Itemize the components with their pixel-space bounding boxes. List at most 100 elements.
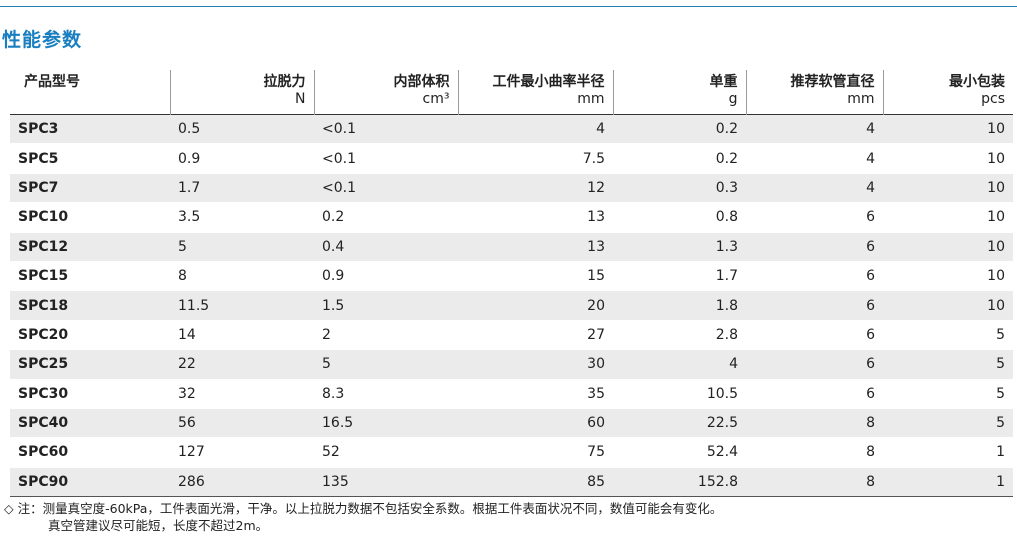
cell-hose-diameter: 6 bbox=[746, 349, 883, 380]
cell-min-package: 10 bbox=[883, 114, 1013, 145]
table-row: SPC10 3.5 0.2 13 0.8 6 10 bbox=[10, 202, 1013, 233]
header-hose-diameter: 推荐软管直径 mm bbox=[745, 70, 883, 115]
table-row: SPC60 127 52 75 52.4 8 1 bbox=[10, 437, 1013, 468]
cell-pull-force: 56 bbox=[170, 408, 314, 439]
cell-unit-weight: 4 bbox=[613, 349, 746, 380]
top-rule bbox=[0, 6, 1017, 7]
footnote-line-2: 真空管建议尽可能短，长度不超过2m。 bbox=[48, 518, 269, 533]
cell-model: SPC20 bbox=[10, 320, 170, 351]
cell-min-curvature-radius: 12 bbox=[458, 173, 613, 204]
table-row: SPC90 286 135 85 152.8 8 1 bbox=[10, 467, 1013, 498]
cell-internal-volume: 0.4 bbox=[314, 232, 458, 262]
table-row: SPC30 32 8.3 35 10.5 6 5 bbox=[10, 379, 1013, 409]
cell-hose-diameter: 8 bbox=[746, 467, 883, 498]
cell-min-package: 5 bbox=[883, 349, 1013, 380]
cell-internal-volume: <0.1 bbox=[314, 173, 458, 204]
cell-unit-weight: 1.8 bbox=[613, 290, 746, 321]
cell-internal-volume: 52 bbox=[314, 437, 458, 468]
cell-model: SPC3 bbox=[10, 114, 170, 145]
cell-min-package: 10 bbox=[883, 232, 1013, 262]
table-row: SPC25 22 5 30 4 6 5 bbox=[10, 349, 1013, 380]
cell-unit-weight: 1.7 bbox=[613, 261, 746, 292]
cell-hose-diameter: 4 bbox=[746, 114, 883, 145]
header-internal-volume: 内部体积 cm³ bbox=[313, 70, 458, 115]
cell-min-curvature-radius: 75 bbox=[458, 437, 613, 468]
cell-min-package: 1 bbox=[883, 467, 1013, 498]
header-model: 产品型号 bbox=[24, 74, 80, 90]
cell-model: SPC10 bbox=[10, 202, 170, 233]
cell-model: SPC15 bbox=[10, 261, 170, 292]
cell-internal-volume: 8.3 bbox=[314, 379, 458, 409]
cell-hose-diameter: 6 bbox=[746, 379, 883, 409]
cell-internal-volume: 135 bbox=[314, 467, 458, 498]
cell-pull-force: 32 bbox=[170, 379, 314, 409]
cell-unit-weight: 0.2 bbox=[613, 143, 746, 174]
cell-min-curvature-radius: 85 bbox=[458, 467, 613, 498]
cell-model: SPC90 bbox=[10, 467, 170, 498]
cell-model: SPC7 bbox=[10, 173, 170, 204]
cell-model: SPC60 bbox=[10, 437, 170, 468]
header-unit-weight: 单重 g bbox=[612, 70, 746, 115]
cell-pull-force: 8 bbox=[170, 261, 314, 292]
table-row: SPC3 0.5 <0.1 4 0.2 4 10 bbox=[10, 114, 1013, 145]
cell-min-package: 10 bbox=[883, 173, 1013, 204]
cell-hose-diameter: 6 bbox=[746, 202, 883, 233]
cell-model: SPC30 bbox=[10, 379, 170, 409]
cell-internal-volume: 0.2 bbox=[314, 202, 458, 233]
cell-unit-weight: 52.4 bbox=[613, 437, 746, 468]
cell-internal-volume: <0.1 bbox=[314, 143, 458, 174]
cell-unit-weight: 152.8 bbox=[613, 467, 746, 498]
cell-min-package: 10 bbox=[883, 202, 1013, 233]
cell-min-curvature-radius: 7.5 bbox=[458, 143, 613, 174]
table-body: SPC3 0.5 <0.1 4 0.2 4 10 SPC5 0.9 <0.1 7.5 0.2 4 10 SP… bbox=[10, 114, 1013, 498]
cell-hose-diameter: 6 bbox=[746, 320, 883, 351]
cell-internal-volume: <0.1 bbox=[314, 114, 458, 145]
cell-pull-force: 14 bbox=[170, 320, 314, 351]
table-header-row: 产品型号 拉脱力 N 内部体积 cm³ 工件最小曲率半径 mm 单重 g 推荐软管直径 m… bbox=[10, 70, 1013, 115]
cell-internal-volume: 16.5 bbox=[314, 408, 458, 439]
cell-min-package: 5 bbox=[883, 320, 1013, 351]
cell-pull-force: 0.9 bbox=[170, 143, 314, 174]
cell-internal-volume: 5 bbox=[314, 349, 458, 380]
cell-unit-weight: 0.3 bbox=[613, 173, 746, 204]
cell-model: SPC5 bbox=[10, 143, 170, 174]
performance-table: 产品型号 拉脱力 N 内部体积 cm³ 工件最小曲率半径 mm 单重 g 推荐软管直径 m… bbox=[10, 70, 1013, 498]
cell-pull-force: 127 bbox=[170, 437, 314, 468]
cell-min-package: 1 bbox=[883, 437, 1013, 468]
cell-min-curvature-radius: 4 bbox=[458, 114, 613, 145]
cell-model: SPC25 bbox=[10, 349, 170, 380]
cell-unit-weight: 1.3 bbox=[613, 232, 746, 262]
cell-unit-weight: 10.5 bbox=[613, 379, 746, 409]
cell-min-curvature-radius: 60 bbox=[458, 408, 613, 439]
cell-min-curvature-radius: 27 bbox=[458, 320, 613, 351]
cell-min-curvature-radius: 15 bbox=[458, 261, 613, 292]
cell-hose-diameter: 6 bbox=[746, 261, 883, 292]
cell-min-package: 10 bbox=[883, 261, 1013, 292]
diamond-icon: ◇ bbox=[4, 501, 14, 516]
cell-min-curvature-radius: 35 bbox=[458, 379, 613, 409]
section-title: 性能参数 bbox=[2, 29, 83, 51]
cell-pull-force: 11.5 bbox=[170, 290, 314, 321]
cell-internal-volume: 0.9 bbox=[314, 261, 458, 292]
cell-hose-diameter: 8 bbox=[746, 408, 883, 439]
cell-hose-diameter: 8 bbox=[746, 437, 883, 468]
cell-model: SPC12 bbox=[10, 232, 170, 262]
cell-pull-force: 5 bbox=[170, 232, 314, 262]
cell-hose-diameter: 6 bbox=[746, 232, 883, 262]
table-row: SPC15 8 0.9 15 1.7 6 10 bbox=[10, 261, 1013, 292]
cell-hose-diameter: 4 bbox=[746, 173, 883, 204]
cell-pull-force: 22 bbox=[170, 349, 314, 380]
cell-min-package: 5 bbox=[883, 408, 1013, 439]
cell-min-curvature-radius: 30 bbox=[458, 349, 613, 380]
cell-hose-diameter: 4 bbox=[746, 143, 883, 174]
cell-unit-weight: 2.8 bbox=[613, 320, 746, 351]
cell-model: SPC18 bbox=[10, 290, 170, 321]
header-min-package: 最小包装 pcs bbox=[882, 70, 1013, 115]
cell-pull-force: 286 bbox=[170, 467, 314, 498]
cell-model: SPC40 bbox=[10, 408, 170, 439]
table-row: SPC40 56 16.5 60 22.5 8 5 bbox=[10, 408, 1013, 439]
cell-unit-weight: 22.5 bbox=[613, 408, 746, 439]
cell-internal-volume: 1.5 bbox=[314, 290, 458, 321]
cell-pull-force: 3.5 bbox=[170, 202, 314, 233]
table-row: SPC5 0.9 <0.1 7.5 0.2 4 10 bbox=[10, 143, 1013, 174]
